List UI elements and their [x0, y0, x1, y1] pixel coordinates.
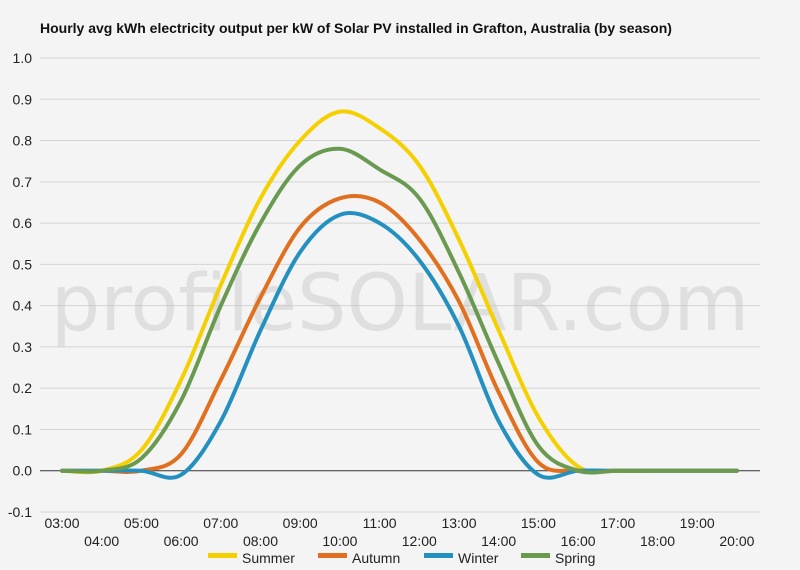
- x-tick-label: 04:00: [84, 533, 119, 549]
- y-tick-label: 0.2: [13, 380, 33, 396]
- x-tick-label: 13:00: [441, 515, 476, 531]
- y-tick-label: 0.7: [13, 174, 33, 190]
- y-tick-label: 0.4: [13, 298, 33, 314]
- x-tick-label: 12:00: [402, 533, 437, 549]
- y-tick-label: 0.6: [13, 215, 33, 231]
- legend-label-autumn: Autumn: [352, 550, 400, 566]
- legend-swatch-summer: [208, 553, 237, 558]
- x-tick-label: 18:00: [640, 533, 675, 549]
- legend-swatch-spring: [521, 553, 550, 558]
- y-tick-label: 0.1: [13, 421, 33, 437]
- legend: Summer Autumn Winter Spring: [208, 550, 595, 566]
- y-axis: -0.1 0.0 0.1 0.2 0.3 0.4 0.5 0.6 0.7 0.8 0.9 1.0: [8, 50, 32, 520]
- x-tick-label: 19:00: [680, 515, 715, 531]
- x-tick-label: 10:00: [322, 533, 357, 549]
- series-lines: [60, 109, 739, 480]
- chart-title: Hourly avg kWh electricity output per kW…: [40, 20, 672, 36]
- legend-label-winter: Winter: [458, 550, 499, 566]
- legend-label-spring: Spring: [555, 550, 595, 566]
- x-tick-label: 05:00: [124, 515, 159, 531]
- x-tick-label: 15:00: [521, 515, 556, 531]
- y-tick-label: 0.3: [13, 339, 33, 355]
- legend-swatch-autumn: [318, 553, 347, 558]
- legend-swatch-winter: [424, 553, 453, 558]
- x-tick-label: 14:00: [481, 533, 516, 549]
- x-tick-label: 16:00: [561, 533, 596, 549]
- y-tick-label: 0.9: [13, 91, 33, 107]
- x-tick-label: 07:00: [203, 515, 238, 531]
- x-tick-label: 08:00: [243, 533, 278, 549]
- x-tick-label: 09:00: [283, 515, 318, 531]
- x-tick-label: 06:00: [164, 533, 199, 549]
- y-tick-label: 0.8: [13, 133, 33, 149]
- y-tick-label: 0.5: [13, 256, 33, 272]
- x-tick-label: 20:00: [719, 533, 754, 549]
- gridlines: [40, 57, 760, 513]
- y-tick-label: 0.0: [13, 463, 33, 479]
- legend-label-summer: Summer: [242, 550, 295, 566]
- series-line-spring: [60, 146, 739, 475]
- x-tick-label: 03:00: [44, 515, 79, 531]
- x-tick-label: 11:00: [363, 515, 397, 531]
- watermark: profileSOLAR.com: [51, 259, 750, 349]
- y-tick-label: -0.1: [8, 504, 32, 520]
- y-tick-label: 1.0: [13, 50, 33, 66]
- x-tick-label: 17:00: [600, 515, 635, 531]
